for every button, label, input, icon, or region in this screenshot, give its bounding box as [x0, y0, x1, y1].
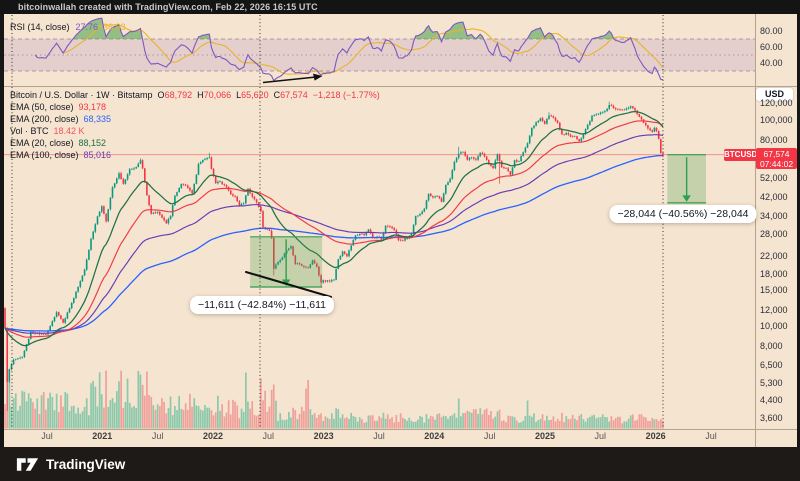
- indicator-legend-row: EMA (20, close) 88,152: [10, 137, 380, 149]
- time-axis-tick: Jul: [483, 431, 496, 441]
- last-price-badge: 67,574 07:44:02: [756, 148, 797, 169]
- chart-background: [4, 14, 797, 447]
- currency-button[interactable]: USD: [756, 88, 793, 101]
- price-axis-tick: 8,000: [760, 341, 783, 352]
- indicator-value: 85,016: [83, 150, 112, 160]
- symbol-row: Bitcoin / U.S. Dollar · 1W · Bitstamp O68…: [10, 90, 380, 100]
- time-axis-tick: Jul: [151, 431, 164, 441]
- time-axis-tick: 2023: [313, 431, 334, 441]
- symbol-badge: BTCUSD: [724, 149, 758, 161]
- price-axis-tick: 5,300: [760, 378, 783, 389]
- indicator-value: 93,178: [78, 102, 107, 112]
- price-axis-tick: 42,000: [760, 192, 788, 203]
- down-arrow-icon: [282, 279, 291, 286]
- indicator-legend-row: Vol · BTC 18.42 K: [10, 125, 380, 137]
- attribution-bar: bitcoinwallah created with TradingView.c…: [0, 0, 800, 14]
- rsi-value: 27.76: [75, 22, 99, 32]
- down-arrow-icon: [682, 195, 691, 202]
- indicator-label: Vol · BTC: [10, 126, 49, 136]
- price-axis-tick: 28,000: [760, 228, 788, 239]
- rsi-axis-tick: 60.00: [760, 42, 783, 52]
- change-value: −1,218 (−1.77%): [312, 90, 380, 100]
- time-axis-tick: 2025: [534, 431, 556, 441]
- price-axis-tick: 4,400: [760, 395, 783, 406]
- indicator-value: 18.42 K: [53, 126, 85, 136]
- volume-up-bars: [8, 370, 656, 429]
- price-axis-tick: 120,000: [760, 98, 793, 109]
- bar-countdown: 07:44:02: [759, 159, 794, 169]
- price-axis-tick: 15,000: [760, 284, 788, 295]
- attribution-text: bitcoinwallah created with TradingView.c…: [18, 2, 318, 12]
- price-axis-tick: 3,600: [760, 413, 783, 424]
- time-axis-tick: 2021: [92, 431, 113, 441]
- rsi-axis-tick: 40.00: [760, 58, 783, 68]
- footer-bar: TradingView: [0, 447, 800, 481]
- low-value: 65,620: [241, 90, 269, 100]
- rsi-ma-value: 36.93: [103, 22, 126, 32]
- price-axis-tick: 100,000: [760, 114, 793, 125]
- price-axis-tick: 34,000: [760, 211, 788, 222]
- price-axis-tick: 80,000: [760, 134, 788, 145]
- price-axis-tick: 12,000: [760, 305, 788, 315]
- price-axis-tick: 6,500: [760, 360, 783, 371]
- indicator-value: 88,152: [78, 138, 107, 148]
- range-label-1[interactable]: −11,611 (−42.84%) −11,611: [190, 296, 334, 314]
- rsi-legend-label: RSI (14, close): [10, 22, 70, 32]
- time-axis-tick: Jul: [373, 431, 385, 441]
- rsi-axis-tick: 80.00: [760, 26, 783, 36]
- open-value: 68,792: [164, 90, 193, 100]
- volume-down-bars: [4, 370, 664, 429]
- time-axis-tick: 2022: [202, 431, 224, 441]
- indicator-label: EMA (20, close): [10, 138, 74, 148]
- symbol-title: Bitcoin / U.S. Dollar · 1W · Bitstamp: [10, 90, 153, 100]
- rsi-arrow: [262, 76, 317, 84]
- last-price: 67,574: [763, 149, 790, 159]
- time-axis-tick: 2026: [645, 431, 666, 441]
- indicator-legend-row: EMA (50, close) 93,178: [10, 101, 380, 113]
- indicator-label: EMA (200, close): [10, 114, 79, 124]
- time-axis-tick: 2024: [424, 431, 445, 441]
- tradingview-brand[interactable]: TradingView: [46, 456, 126, 472]
- price-axis-tick: 10,000: [760, 321, 788, 332]
- indicator-label: EMA (50, close): [10, 102, 74, 112]
- rsi-legend: RSI (14, close) 27.76 36.93: [10, 22, 126, 32]
- price-axis-tick: 22,000: [760, 250, 788, 261]
- time-axis-tick: Jul: [705, 431, 717, 441]
- indicator-legend-row: EMA (100, close) 85,016: [10, 149, 380, 161]
- time-axis-tick: Jul: [262, 431, 275, 441]
- range-label-2[interactable]: −28,044 (−40.56%) −28,044: [609, 205, 757, 223]
- indicator-label: EMA (100, close): [10, 150, 79, 160]
- close-value: 67,574: [280, 90, 308, 100]
- time-axis-tick: Jul: [594, 431, 607, 441]
- tradingview-logo-icon[interactable]: [16, 457, 39, 472]
- price-axis-tick: 52,000: [760, 173, 788, 184]
- trend-line: [245, 271, 332, 298]
- rsi-arrow-head: [313, 73, 323, 81]
- indicator-value: 68,335: [83, 114, 112, 124]
- high-value: 70,066: [203, 90, 232, 100]
- time-axis-tick: Jul: [41, 431, 53, 441]
- symbol-legend: Bitcoin / U.S. Dollar · 1W · Bitstamp O68…: [10, 89, 380, 161]
- price-axis-tick: 18,000: [760, 268, 788, 279]
- indicator-legend-row: EMA (200, close) 68,335: [10, 113, 380, 125]
